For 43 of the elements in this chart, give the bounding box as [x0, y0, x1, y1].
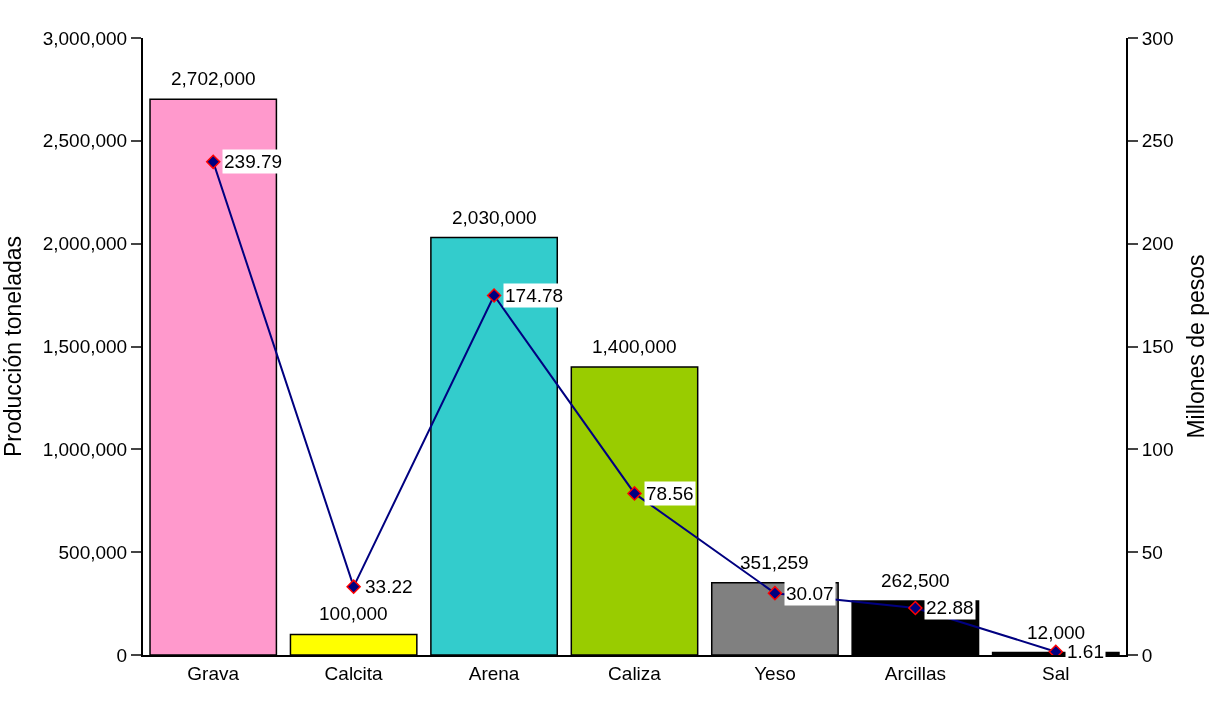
x-tick-label: Yeso: [754, 662, 796, 684]
data-label: 351,259: [740, 552, 809, 573]
data-label: 1.61: [1067, 641, 1104, 662]
y2-tick-label: 300: [1141, 27, 1174, 49]
point: [486, 288, 502, 303]
y-axis-title: Producción toneladas: [0, 235, 26, 458]
y2-tick-label: 250: [1141, 130, 1174, 152]
data-label: 239.79: [224, 151, 283, 172]
x-tick-label: Caliza: [608, 662, 662, 684]
x-tick-label: Grava: [187, 662, 240, 684]
data-label: 174.78: [505, 285, 564, 306]
data-label: 22.88: [926, 597, 974, 618]
data-label: 33.22: [365, 576, 413, 597]
x-tick-label: Sal: [1042, 662, 1070, 684]
point: [346, 579, 361, 594]
data-label: 2,030,000: [452, 207, 537, 228]
data-label: 30.07: [786, 583, 834, 604]
y-tick-label: 2,500,000: [42, 130, 128, 152]
x-tick-label: Arena: [468, 662, 520, 684]
data-label: 78.56: [646, 483, 694, 504]
data-label: 12,000: [1027, 622, 1086, 643]
y-tick-label: 1,000,000: [42, 438, 128, 460]
x-tick-label: Calcita: [324, 662, 384, 684]
point: [205, 154, 221, 170]
y-tick-label: 0: [116, 644, 128, 666]
y-tick-label: 1,500,000: [42, 336, 128, 358]
y2-tick-label: 200: [1141, 233, 1174, 255]
y2-tick-label: 0: [1141, 644, 1153, 666]
data-label: 2,702,000: [171, 68, 256, 89]
point: [908, 600, 923, 616]
y2-tick-label: 150: [1141, 336, 1174, 358]
y2-tick-label: 50: [1141, 541, 1163, 563]
y-tick-label: 2,000,000: [42, 233, 128, 255]
y-tick-label: 500,000: [58, 541, 128, 563]
data-label: 262,500: [881, 570, 950, 591]
y-tick-label: 3,000,000: [42, 27, 128, 49]
point: [627, 486, 642, 501]
data-label: 100,000: [319, 603, 388, 624]
data-label: 1,400,000: [592, 336, 677, 357]
point: [767, 585, 783, 601]
x-tick-label: Arcillas: [884, 662, 946, 684]
y2-tick-label: 100: [1141, 438, 1174, 460]
y2-axis-title: Millones de pesos: [1182, 254, 1209, 439]
